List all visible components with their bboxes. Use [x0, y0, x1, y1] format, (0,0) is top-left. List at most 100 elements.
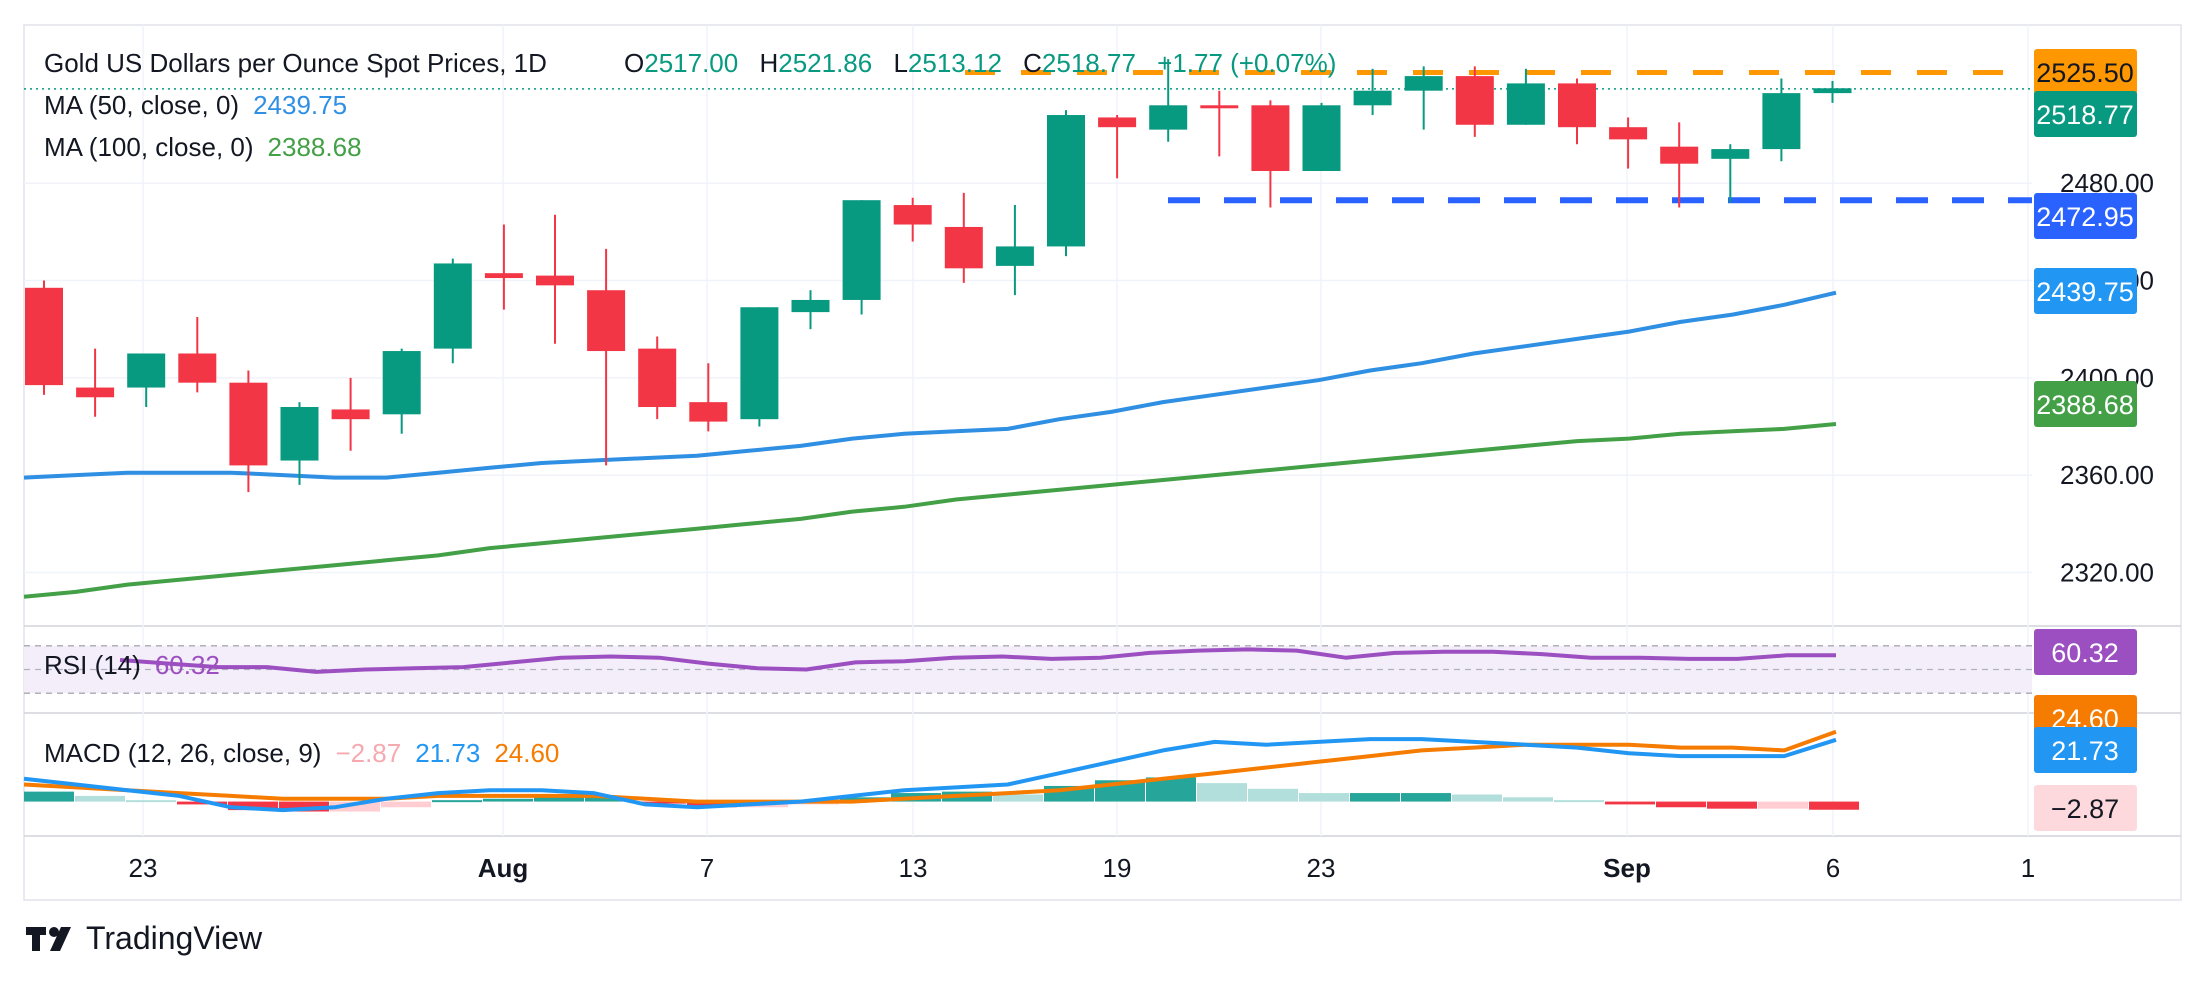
- symbol-title: Gold US Dollars per Ounce Spot Prices, 1…: [44, 48, 547, 78]
- macd-histogram-bar: [1197, 783, 1247, 802]
- macd-histogram-bar: [1605, 801, 1655, 805]
- candle-body: [1353, 90, 1392, 106]
- macd-histogram-bar: [534, 797, 584, 802]
- ohlc-readout: O2517.00 H2521.86 L2513.12 C2518.77 +1.7…: [624, 48, 1336, 78]
- candle-body: [1506, 83, 1545, 125]
- candle-body: [1813, 88, 1852, 94]
- rsi-pane: [24, 645, 2032, 694]
- candle-body: [995, 246, 1034, 266]
- macd-line-tag: 21.73: [2034, 727, 2137, 773]
- macd-histogram-bar: [75, 795, 125, 802]
- macd-histogram-bar: [1401, 793, 1451, 802]
- x-tick-label: 23: [129, 853, 158, 883]
- candle-body: [1609, 127, 1648, 140]
- candle-body: [689, 402, 728, 422]
- ma50-legend: MA (50, close, 0) 2439.75: [44, 90, 347, 120]
- candle-body: [1762, 93, 1801, 150]
- macd-histogram-bar: [1452, 794, 1502, 802]
- candle-body: [944, 226, 983, 269]
- x-tick-label: 13: [899, 853, 928, 883]
- candle-body: [1302, 105, 1341, 171]
- macd-histogram-bar: [483, 798, 533, 802]
- ma100-price-tag-label: 2388.68: [2036, 390, 2134, 420]
- candle-body: [229, 382, 268, 466]
- macd-histogram-bar: [636, 801, 686, 804]
- macd-histogram-bar: [1758, 801, 1808, 809]
- price-tags: 2525.50 2518.77 2472.95 2439.75 2388.68 60.32…: [2034, 49, 2137, 831]
- candle-body: [1047, 115, 1085, 247]
- candle-body: [536, 275, 574, 286]
- macd-hist-tag: −2.87: [2034, 785, 2137, 831]
- candle-body: [842, 200, 881, 300]
- macd-histogram-bar: [1656, 801, 1706, 808]
- macd-histogram-bar: [1707, 801, 1757, 809]
- ma50-line: [23, 290, 1837, 480]
- x-tick-label: 1: [2021, 853, 2035, 883]
- x-tick-label: 23: [1307, 853, 1336, 883]
- macd-histogram-bar: [177, 801, 227, 805]
- macd-histogram-bar: [1503, 797, 1553, 802]
- ma100-price-tag: 2388.68: [2034, 381, 2137, 427]
- candle-body: [1149, 105, 1188, 130]
- macd-line-tag-label: 21.73: [2051, 736, 2119, 766]
- y-tick-label: 2320.00: [2060, 557, 2154, 587]
- macd-histogram-bar: [993, 794, 1043, 802]
- macd-histogram-bar: [279, 801, 329, 812]
- candle-body: [25, 287, 63, 386]
- ma50-price-tag-bg: [2034, 268, 2137, 314]
- x-tick-label: Sep: [1603, 853, 1651, 883]
- macd-histogram-bar: [1350, 793, 1400, 802]
- macd-histogram-bar: [228, 801, 278, 811]
- macd-histogram-bar: [687, 801, 737, 808]
- x-tick-label: Aug: [478, 853, 529, 883]
- candle-body: [331, 409, 370, 420]
- macd-histogram-bar: [126, 800, 176, 803]
- macd-line-tag-bg: [2034, 727, 2137, 773]
- macd-histogram-bar: [1248, 788, 1298, 802]
- last-price-tag: 2518.77: [2034, 91, 2137, 137]
- macd-pane: [23, 729, 1859, 813]
- candle-body: [740, 307, 779, 420]
- macd-histogram-bar: [1809, 801, 1859, 810]
- candle-body: [127, 353, 166, 388]
- macd-histogram-bar: [24, 791, 74, 802]
- ma50-price-tag: 2439.75: [2034, 268, 2137, 314]
- support-price-tag: 2472.95: [2034, 193, 2137, 239]
- macd-histogram-bar: [330, 801, 380, 812]
- ma100-line: [23, 422, 1837, 599]
- brand: TradingView: [24, 920, 262, 957]
- ma50-price-tag-label: 2439.75: [2036, 277, 2134, 307]
- brand-name: TradingView: [86, 920, 263, 956]
- macd-legend: MACD (12, 26, close, 9) −2.87 21.73 24.60: [44, 738, 559, 768]
- level-lines: [24, 69, 2032, 204]
- candle-body: [1660, 146, 1699, 164]
- candle-body: [587, 290, 626, 352]
- ma100-price-tag-bg: [2034, 381, 2137, 427]
- moving-averages: [23, 290, 1837, 599]
- rsi-line: [119, 647, 1836, 674]
- candlesticks: [25, 59, 1852, 493]
- resistance-price-tag: 2525.50: [2034, 49, 2137, 95]
- candle-body: [280, 407, 319, 461]
- y-tick-label: 2360.00: [2060, 460, 2154, 490]
- candle-body: [1251, 105, 1290, 171]
- resistance-price-tag-bg: [2034, 49, 2137, 95]
- macd-histogram-bar: [1299, 793, 1349, 802]
- candle-body: [1098, 117, 1137, 128]
- x-axis-ticks: 23 Aug 7 13 19 23 Sep 6 1: [129, 853, 2036, 883]
- candle-body: [1711, 149, 1750, 159]
- tradingview-logo-icon: [26, 926, 71, 951]
- last-price-tag-bg: [2034, 91, 2137, 137]
- candle-body: [1200, 105, 1239, 109]
- candle-body: [893, 205, 932, 225]
- rsi-legend: RSI (14) 60.32: [44, 650, 220, 680]
- macd-line: [23, 737, 1837, 813]
- support-price-tag-bg: [2034, 193, 2137, 239]
- candle-body: [76, 387, 115, 398]
- candle-body: [1558, 83, 1596, 128]
- macd-histogram-bar: [585, 797, 635, 802]
- support-price-tag-label: 2472.95: [2036, 202, 2134, 232]
- candle-body: [791, 299, 830, 313]
- macd-histogram-bar: [432, 800, 482, 803]
